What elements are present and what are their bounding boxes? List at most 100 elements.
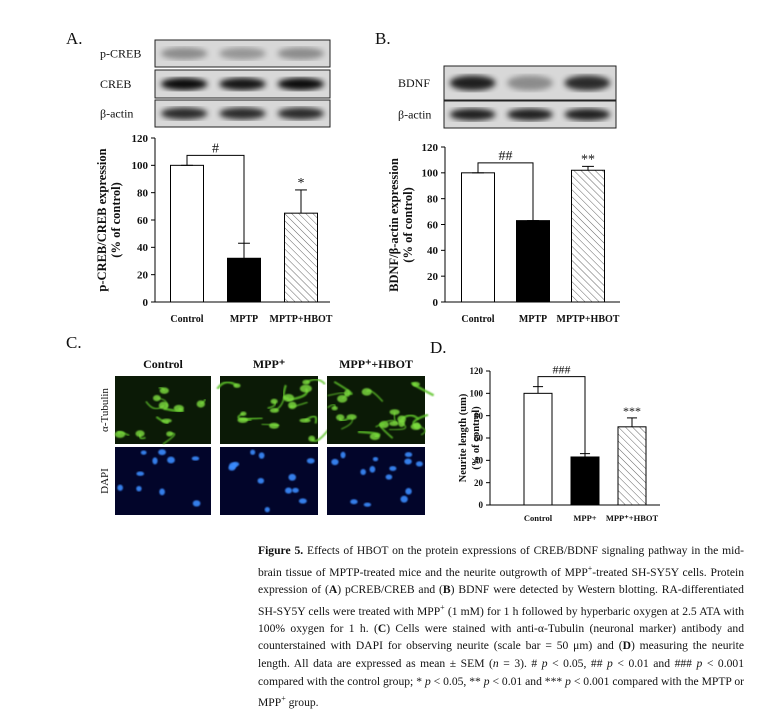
blot-band bbox=[219, 47, 266, 60]
blot-label: CREB bbox=[100, 77, 131, 91]
blot-band bbox=[449, 75, 496, 91]
micrographs: Control MPP⁺ MPP⁺+HBOT α-Tubulin DAPI bbox=[99, 357, 435, 515]
significance-bracket bbox=[477, 162, 534, 221]
caption-bold: C bbox=[377, 621, 387, 635]
bar-chart: 0 20 40 60 80 100 120 BDNF/β-actin expression (%… bbox=[387, 142, 620, 325]
caption-text: ) pCREB/CREB and ( bbox=[337, 582, 443, 596]
y-tick-label: 40 bbox=[137, 242, 149, 254]
nucleus bbox=[167, 456, 175, 464]
bar-chart: 0 20 40 60 80 100 120 Neurite length (um) (% of … bbox=[458, 363, 660, 523]
figure: A. B. C. D. p-CREB CREB β-actin BDNF β-actin… bbox=[66, 29, 660, 523]
y-tick-label: 60 bbox=[427, 219, 439, 231]
caption-text: ) measuring the neurite length. All data… bbox=[258, 639, 744, 670]
cell-body bbox=[398, 419, 405, 428]
cell-body bbox=[159, 387, 169, 394]
nucleus bbox=[136, 471, 145, 476]
y-tick-label: 60 bbox=[137, 215, 149, 227]
blot-band bbox=[277, 77, 325, 91]
panel-label: A. bbox=[66, 29, 83, 48]
nucleus bbox=[385, 474, 393, 480]
cell-body bbox=[337, 395, 348, 403]
blot-label: β-actin bbox=[100, 107, 133, 121]
western-blots: p-CREB CREB β-actin BDNF β-actin bbox=[100, 39, 617, 129]
x-tick-label: MPP+ bbox=[573, 513, 596, 523]
y-tick-label: 120 bbox=[132, 133, 149, 145]
nucleus bbox=[400, 495, 408, 503]
caption-text: = 3). # bbox=[498, 657, 542, 670]
x-tick-label: Control bbox=[170, 314, 203, 325]
caption-bold: Figure 5. bbox=[258, 544, 304, 557]
y-tick-label: 120 bbox=[470, 366, 484, 376]
blot-band bbox=[507, 108, 553, 121]
significance-label: ### bbox=[553, 363, 571, 377]
y-tick-label: 80 bbox=[137, 188, 149, 200]
nucleus bbox=[404, 458, 412, 465]
significance-label: # bbox=[212, 141, 219, 156]
nucleus bbox=[363, 502, 372, 507]
panel-label: D. bbox=[430, 338, 447, 357]
caption-bold: D bbox=[622, 639, 631, 653]
cell-body bbox=[308, 435, 316, 442]
cell-body bbox=[379, 421, 389, 429]
nucleus bbox=[340, 451, 346, 459]
blot-band bbox=[160, 107, 208, 120]
bar bbox=[227, 257, 261, 303]
y-tick-label: 80 bbox=[427, 194, 439, 206]
y-axis-label: p-CREB/CREB expression bbox=[95, 148, 109, 291]
blot-band bbox=[219, 77, 266, 91]
cell-body bbox=[344, 389, 351, 397]
cell-body bbox=[269, 422, 280, 429]
cell-body bbox=[173, 404, 184, 412]
y-tick-label: 60 bbox=[474, 433, 484, 443]
x-tick-label: MPTP+HBOT bbox=[270, 314, 333, 325]
cell-body bbox=[331, 406, 338, 411]
cell-body bbox=[196, 400, 205, 408]
nucleus bbox=[257, 477, 265, 484]
caption-italic: p bbox=[541, 657, 548, 670]
bar bbox=[461, 172, 495, 303]
y-tick-label: 20 bbox=[474, 478, 484, 488]
caption-italic: p bbox=[483, 674, 490, 688]
nucleus bbox=[331, 458, 339, 466]
significance-label: * bbox=[298, 176, 305, 191]
blot-label: p-CREB bbox=[100, 47, 141, 61]
caption-italic: n bbox=[492, 657, 499, 670]
caption-text: < 0.001 compared with the control group;… bbox=[258, 657, 744, 688]
nucleus bbox=[415, 461, 423, 467]
x-tick-label: MPP⁺+HBOT bbox=[606, 513, 659, 523]
caption-text: < 0.001 compared with the MPTP or MPP bbox=[258, 674, 745, 709]
charts: 0 20 40 60 80 100 120 p-CREB/CREB expression (% … bbox=[95, 133, 660, 523]
y-tick-label: 20 bbox=[137, 270, 149, 282]
y-tick-label: 100 bbox=[470, 388, 484, 398]
caption-text: < 0.01 and ### bbox=[612, 657, 697, 670]
nucleus bbox=[158, 449, 166, 456]
cell-body bbox=[237, 417, 249, 423]
nucleus bbox=[264, 507, 270, 513]
nucleus bbox=[389, 466, 397, 472]
nucleus bbox=[136, 485, 142, 492]
nucleus bbox=[360, 469, 366, 475]
nucleus bbox=[292, 487, 299, 493]
x-tick-label: MPTP+HBOT bbox=[557, 314, 620, 325]
caption-bold: B bbox=[442, 582, 451, 596]
figure-caption: Figure 5. Effects of HBOT on the protein… bbox=[258, 542, 744, 712]
cell-body bbox=[412, 381, 420, 387]
caption-sup: + bbox=[587, 563, 593, 573]
cell-body bbox=[161, 418, 172, 423]
cell-body bbox=[299, 418, 311, 423]
cell-body bbox=[158, 401, 169, 410]
bar bbox=[617, 426, 647, 506]
blot-band bbox=[219, 107, 266, 120]
cell-body bbox=[413, 422, 421, 430]
nucleus bbox=[369, 466, 376, 473]
y-axis-label: (% of control) bbox=[109, 182, 123, 257]
cell-body bbox=[135, 430, 145, 437]
bar-chart: 0 20 40 60 80 100 120 p-CREB/CREB expression (% … bbox=[95, 133, 333, 325]
caption-text: -treated SH-SY5Y cells. Protein expressi… bbox=[258, 565, 744, 596]
y-tick-label: 0 bbox=[433, 297, 439, 309]
nucleus bbox=[159, 488, 165, 496]
column-label: Control bbox=[143, 357, 183, 371]
y-tick-label: 20 bbox=[427, 271, 439, 283]
row-label: α-Tubulin bbox=[99, 388, 111, 432]
